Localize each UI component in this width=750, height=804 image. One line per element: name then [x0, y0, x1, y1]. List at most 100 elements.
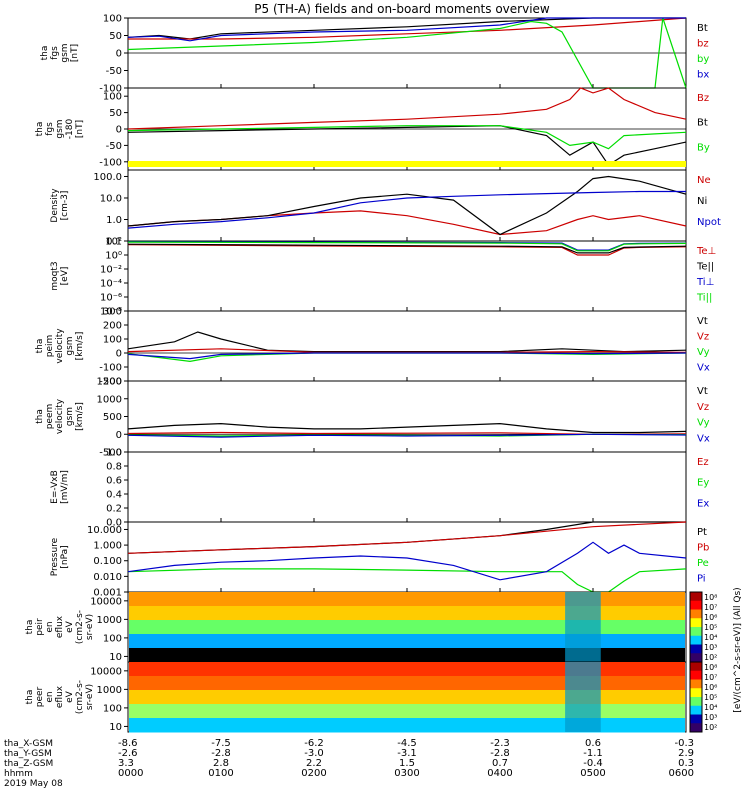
ephemeris-value: 0400	[487, 768, 512, 779]
y-axis-label: velocity	[55, 398, 65, 434]
legend-label: Ti⊥	[696, 277, 714, 288]
colorbar-segment	[690, 679, 702, 689]
y-axis-label: gsm	[60, 43, 70, 62]
legend-label: Ez	[697, 457, 709, 468]
y-axis-label: gsm	[55, 119, 65, 138]
legend-label: Npot	[697, 217, 721, 228]
series-line-Vt	[127, 422, 687, 434]
spectrogram-band	[129, 648, 685, 663]
spectrogram-gap	[565, 592, 601, 662]
y-tick-label: 10.000	[87, 525, 122, 536]
spectrogram-band	[129, 620, 685, 635]
y-tick-label: 10⁻²	[100, 265, 122, 276]
ephemeris-value: -2.8	[490, 748, 510, 759]
panel-2: tha fgs gsm -180 [nT] 100 50 0 -50 -100 Bz Bt By	[35, 87, 710, 171]
y-axis-label: [eV]	[60, 267, 70, 286]
y-tick-label: 10⁰	[105, 251, 122, 262]
legend-label: Pt	[697, 527, 707, 538]
y-tick-label: 100	[103, 14, 122, 25]
colorbar-tick-label: 10⁶	[704, 683, 717, 692]
series-line-Vy	[127, 352, 687, 363]
ephemeris-value: -8.6	[118, 738, 138, 749]
ephemeris-value: 0000	[118, 768, 143, 779]
colorbar-segment	[690, 627, 702, 637]
y-tick-label: 10000	[90, 666, 122, 677]
series-line-Bt	[127, 17, 686, 40]
ephemeris-row-label: hhmm	[4, 769, 33, 779]
ephemeris-value: 0.7	[492, 758, 508, 769]
y-tick-label: 0.001	[93, 588, 122, 599]
y-axis-label: E=-VxB	[50, 470, 60, 504]
series-line-Pi	[127, 541, 687, 581]
colorbar-tick-label: 10⁴	[704, 633, 717, 642]
panel-frame	[127, 169, 687, 242]
ephemeris-value: -4.5	[397, 738, 417, 749]
series-line-bz	[128, 17, 687, 40]
series-line-Ni	[127, 175, 687, 236]
colorbar-tick-label: 10³	[704, 713, 717, 722]
y-axis-label: [mV/m]	[60, 470, 70, 504]
y-axis-label: -180	[65, 119, 75, 140]
plot-title: P5 (TH-A) fields and on-board moments ov…	[254, 2, 550, 16]
series-line-Vt	[127, 331, 687, 353]
colorbar-segment	[690, 697, 702, 707]
panel-frame	[127, 240, 687, 312]
ephemeris-value: 1.5	[399, 758, 415, 769]
series-line-By	[127, 125, 687, 150]
y-tick-label: 1000	[97, 615, 122, 626]
ephemeris-value: -2.6	[118, 748, 138, 759]
y-tick-label: 1.0	[106, 448, 122, 459]
ephemeris-value: -2.8	[211, 748, 231, 759]
y-axis-label: sr-eV)	[85, 684, 95, 710]
y-axis-label: tha	[25, 690, 35, 705]
y-tick-label: -50	[106, 141, 122, 152]
y-axis-label: [nT]	[75, 120, 85, 138]
y-axis-label: tha	[25, 620, 35, 635]
ephemeris-row-label: 2019 May 08	[4, 779, 63, 789]
y-tick-label: 0	[116, 125, 122, 136]
colorbar-segment	[690, 653, 702, 663]
y-tick-label: 0	[116, 349, 122, 360]
ephemeris-value: 0100	[208, 768, 233, 779]
ephemeris-value: -7.5	[211, 738, 231, 749]
colorbar-tick-label: 10³	[704, 643, 717, 652]
y-tick-label: 10⁻⁴	[100, 279, 122, 290]
panel-8: Pressure [nPa] 10.000 1.000 0.100 0.010 0.001 P…	[50, 521, 709, 599]
y-tick-label: 300	[103, 307, 122, 318]
y-tick-label: 0.6	[106, 476, 122, 487]
legend-label: Vy	[697, 418, 710, 429]
panel-4: moqt3 [eV] 10² 10⁰ 10⁻² 10⁻⁴ 10⁻⁶ 10⁻⁸ Te⊥ Te|| Ti…	[50, 237, 716, 318]
panel-1: tha fgs gsm [nT] 100 50 0 -50 -100 Bt bz by bx	[40, 14, 709, 95]
legend-label: Bt	[697, 118, 708, 129]
legend-label: Vx	[697, 433, 710, 444]
ephemeris-value: -2.3	[490, 738, 510, 749]
y-tick-label: 1.0	[106, 215, 122, 226]
y-tick-label: 100.0	[93, 172, 122, 183]
series-line-Pe	[127, 568, 687, 593]
y-tick-label: 100	[103, 92, 122, 103]
colorbar-tick-label: 10²	[704, 653, 717, 662]
y-axis-label: en	[45, 691, 55, 702]
legend-label: Vx	[697, 363, 710, 374]
legend-label: By	[697, 142, 710, 153]
y-tick-label: 10⁻⁶	[100, 293, 122, 304]
colorbar-segment	[690, 609, 702, 619]
spectrogram-band	[129, 718, 685, 733]
legend-label: Vy	[697, 347, 710, 358]
ephemeris-value: -3.1	[397, 748, 417, 759]
series-line-Npot	[127, 190, 686, 229]
series-line-Pb	[127, 521, 687, 554]
y-tick-label: 10	[109, 722, 122, 733]
y-axis-label: [km/s]	[75, 402, 85, 431]
ephemeris-row-label: tha_X-GSM	[4, 739, 53, 749]
y-tick-label: 100	[103, 335, 122, 346]
spectrogram-band	[129, 662, 685, 677]
y-axis-label: sr-eV)	[85, 614, 95, 640]
y-axis-label: (cm2-s-	[75, 680, 85, 714]
y-tick-label: 200	[103, 321, 122, 332]
colorbar-label: [eV/(cm^2-s-sr-eV)] (All Qs)	[733, 587, 743, 712]
y-tick-label: 1000	[97, 394, 122, 405]
colorbar-frame	[689, 661, 703, 733]
ephemeris-value: 0600	[669, 768, 694, 779]
y-tick-label: 1500	[97, 377, 122, 388]
